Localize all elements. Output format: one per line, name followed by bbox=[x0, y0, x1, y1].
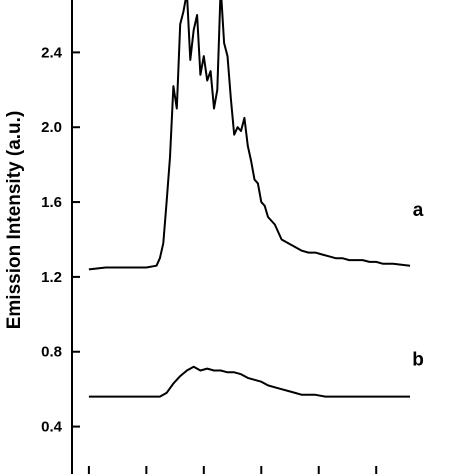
y-tick-label: 0.8 bbox=[41, 344, 62, 361]
x-ticks bbox=[87, 466, 378, 474]
series-label-a: a bbox=[413, 200, 424, 221]
series-labels: ab bbox=[412, 200, 424, 371]
y-tick-label: 1.6 bbox=[41, 194, 62, 211]
y-ticks: 0.4 0.8 1.2 1.6 2.0 2.4 bbox=[41, 44, 80, 436]
y-tick-label: 2.0 bbox=[41, 119, 62, 136]
y-tick-label: 1.2 bbox=[41, 269, 62, 286]
y-axis-title: Emission Intensity (a.u.) bbox=[4, 111, 25, 330]
y-tick-label: 0.4 bbox=[41, 419, 63, 436]
series-line-a bbox=[88, 0, 411, 271]
y-tick-label: 2.4 bbox=[41, 44, 63, 61]
series-label-b: b bbox=[412, 350, 424, 371]
series-group bbox=[88, 0, 411, 398]
series-line-b bbox=[88, 365, 410, 398]
